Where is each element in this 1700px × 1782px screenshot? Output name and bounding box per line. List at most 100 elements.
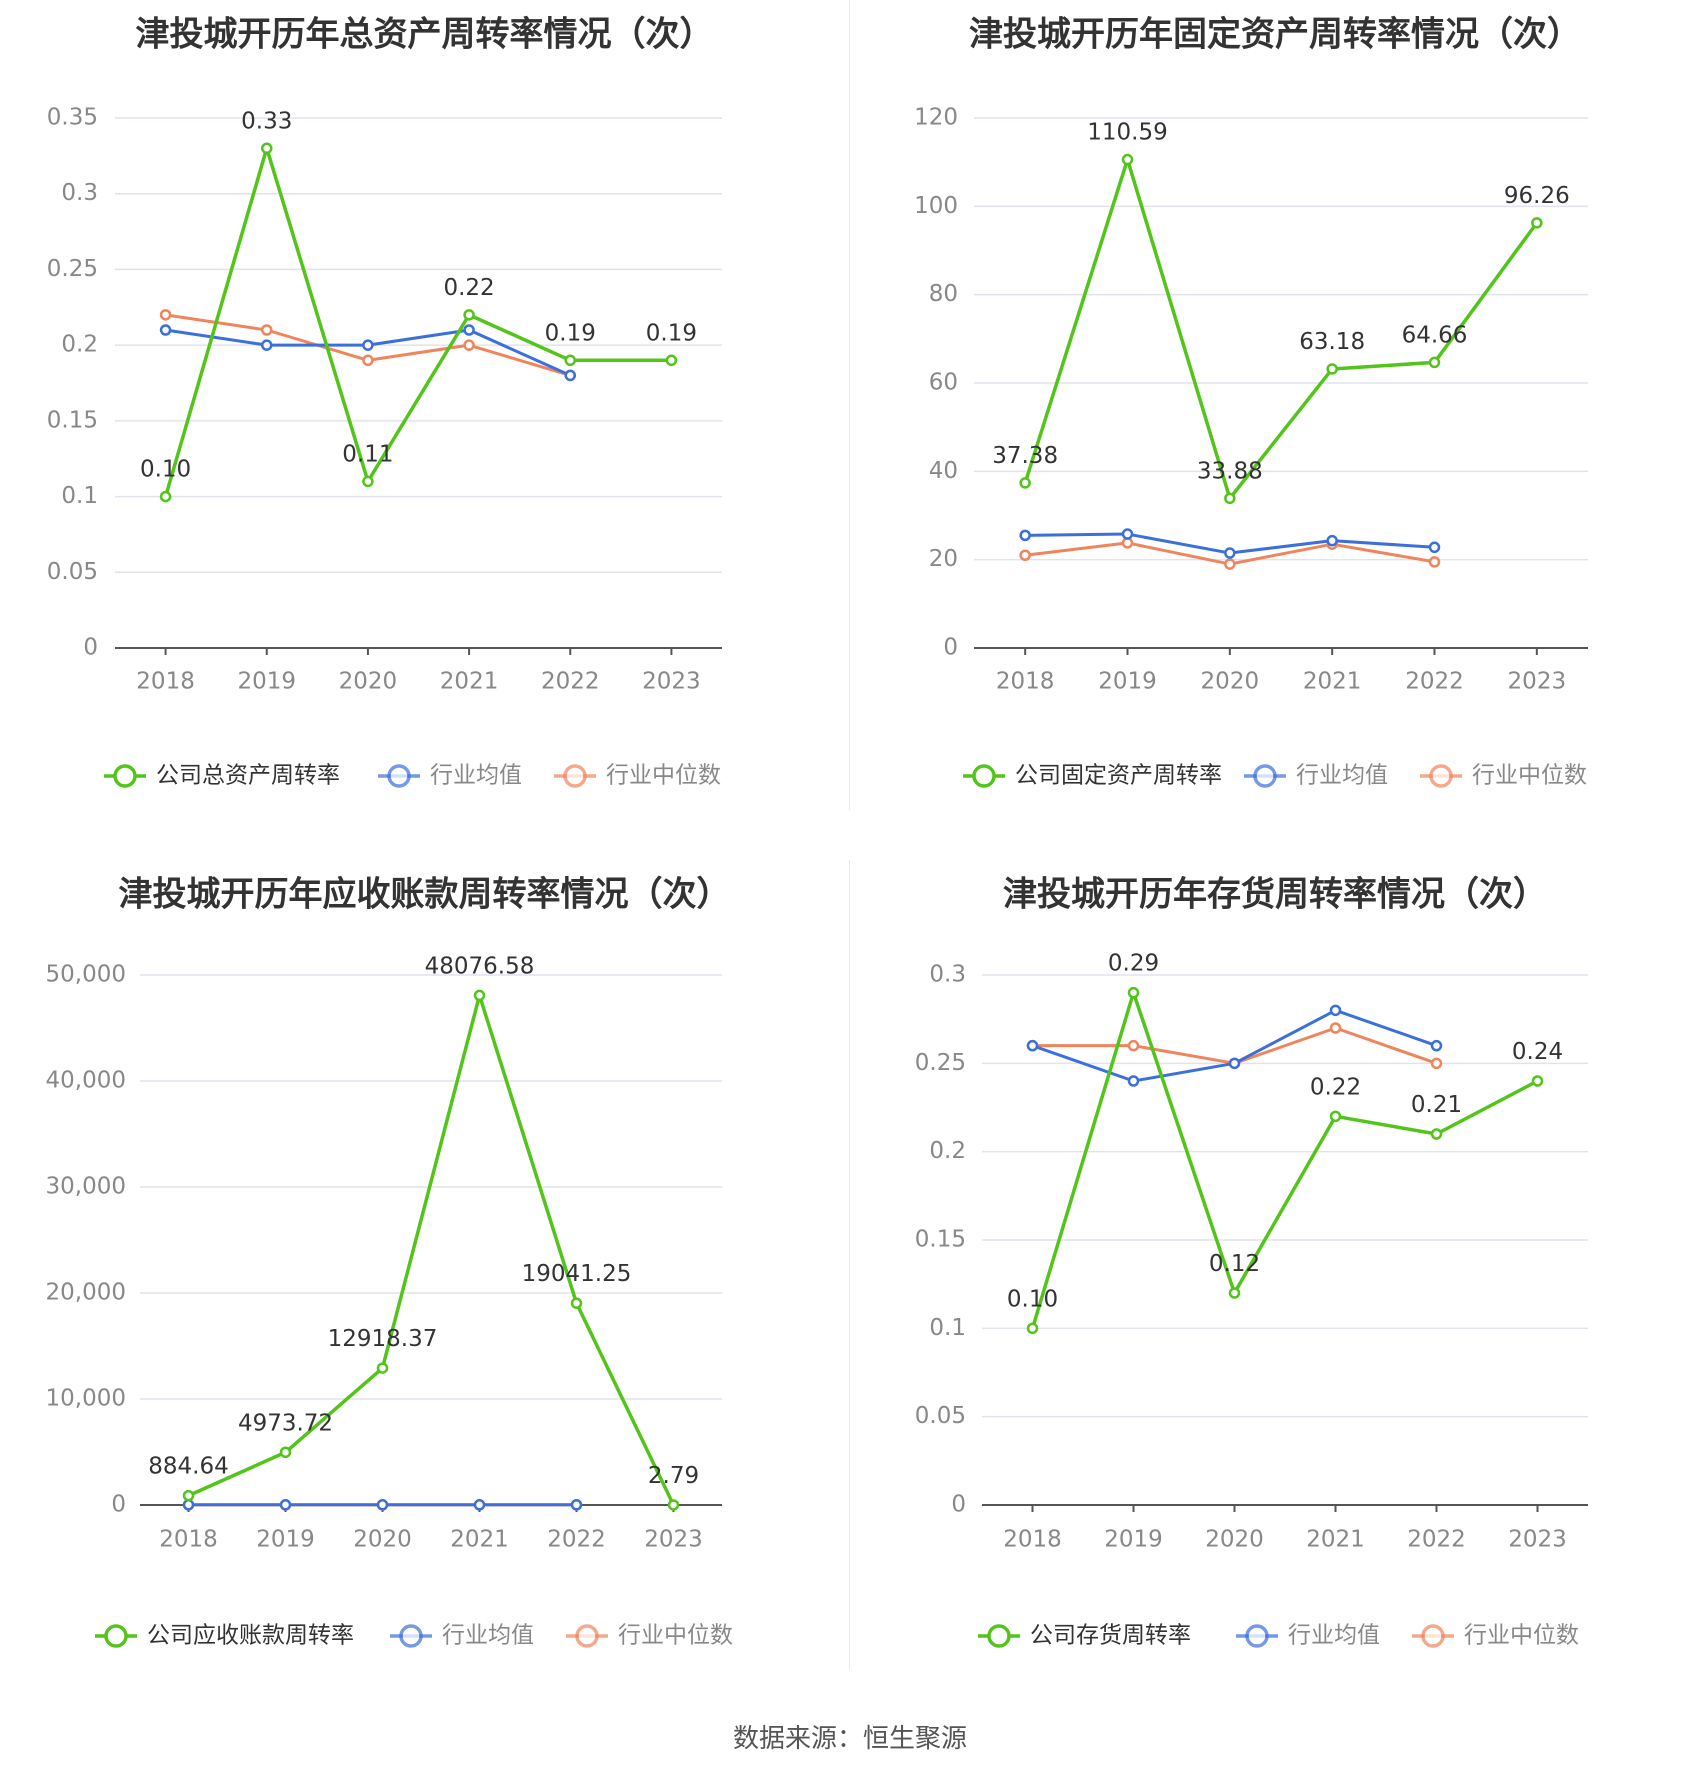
series-line <box>163 146 672 498</box>
data-point <box>279 1499 292 1511</box>
y-tick-label: 0.3 <box>929 962 966 988</box>
x-tick-label: 2019 <box>1104 1527 1163 1553</box>
data-point <box>473 1499 486 1511</box>
data-point <box>463 324 475 336</box>
legend-swatch-marker <box>972 764 996 788</box>
chart-title: 津投城开历年存货周转率情况（次） <box>1003 875 1547 915</box>
data-label: 0.21 <box>1411 1092 1462 1118</box>
legend-swatch-marker <box>1253 764 1277 788</box>
legend-label: 行业中位数 <box>606 763 721 789</box>
data-label: 63.18 <box>1299 329 1365 355</box>
y-tick-label: 0.15 <box>47 407 98 433</box>
data-point <box>279 1446 292 1459</box>
y-tick-label: 0.05 <box>915 1403 966 1429</box>
x-tick-label: 2019 <box>237 669 296 695</box>
data-point <box>182 1499 195 1511</box>
legend-swatch-marker <box>399 1624 423 1648</box>
y-tick-label: 0.25 <box>915 1050 966 1076</box>
x-tick-label: 2023 <box>642 669 701 695</box>
legend-item: 公司应收账款周转率 <box>95 1623 354 1649</box>
data-label: 33.88 <box>1197 458 1263 484</box>
x-tick-label: 2020 <box>1201 669 1260 695</box>
data-label: 64.66 <box>1402 322 1468 348</box>
x-tick-label: 2021 <box>1306 1527 1365 1553</box>
data-point <box>1329 1022 1342 1034</box>
x-tick-label: 2022 <box>541 669 600 695</box>
y-tick-label: 10,000 <box>46 1386 126 1412</box>
data-source: 数据来源：恒生聚源 <box>732 1724 967 1754</box>
data-point <box>362 475 374 488</box>
data-point <box>1430 1039 1443 1052</box>
data-point <box>1329 1004 1342 1017</box>
x-tick-label: 2022 <box>1405 669 1464 695</box>
legend-swatch-marker <box>104 1624 128 1648</box>
data-point <box>1326 363 1338 375</box>
data-point <box>1430 1128 1443 1140</box>
data-point <box>376 1362 389 1374</box>
data-point <box>1019 477 1031 489</box>
y-tick-label: 0.1 <box>929 1315 966 1341</box>
legend-label: 行业均值 <box>1288 1623 1380 1649</box>
chart-svg: 津投城开历年总资产周转率情况（次） 0 0.05 0.1 0.15 0.2 0.25 0.3 0… <box>47 15 722 789</box>
legend-swatch-marker <box>1245 1624 1269 1648</box>
series-line <box>165 328 571 377</box>
x-tick-label: 2020 <box>1205 1527 1264 1553</box>
data-point <box>1127 1039 1140 1052</box>
series-line <box>187 993 676 1506</box>
data-point <box>1428 556 1441 568</box>
data-point <box>261 142 273 155</box>
y-tick-label: 0.2 <box>929 1138 966 1164</box>
data-label: 48076.58 <box>425 953 535 979</box>
chart-panel-fixed-asset-turnover: 津投城开历年固定资产周转率情况（次） 0 20 40 60 80 100 120 2018 201… <box>850 0 1700 840</box>
legend-item: 行业均值 <box>1244 763 1388 789</box>
y-tick-label: 0 <box>951 1492 966 1518</box>
data-point <box>376 1499 389 1511</box>
legend-swatch-marker <box>1429 764 1453 788</box>
legend-label: 行业中位数 <box>1464 1623 1579 1649</box>
y-tick-label: 100 <box>914 193 958 219</box>
data-point <box>1329 1110 1342 1123</box>
legend-swatch-marker <box>575 1624 599 1648</box>
panel-divider-bottom <box>849 860 850 1670</box>
x-tick-label: 2018 <box>159 1527 218 1553</box>
data-point <box>1224 492 1236 505</box>
chart-title: 津投城开历年固定资产周转率情况（次） <box>969 15 1581 55</box>
y-tick-label: 40,000 <box>46 1068 126 1094</box>
data-label: 0.24 <box>1512 1039 1563 1065</box>
data-label: 37.38 <box>992 443 1058 469</box>
data-label: 96.26 <box>1504 183 1570 209</box>
y-tick-label: 120 <box>914 105 958 131</box>
data-point <box>1026 1322 1039 1335</box>
x-tick-label: 2018 <box>1003 1527 1062 1553</box>
chart-panel-inventory-turnover: 津投城开历年存货周转率情况（次） 0 0.05 0.1 0.15 0.2 0.25 0.3 20… <box>850 860 1700 1700</box>
legend-item: 行业中位数 <box>1420 763 1587 789</box>
data-label: 12918.37 <box>328 1326 438 1352</box>
series-line <box>1023 157 1539 501</box>
data-point <box>463 339 475 351</box>
y-tick-label: 0 <box>111 1492 126 1518</box>
y-tick-label: 80 <box>929 281 958 307</box>
data-point <box>261 339 273 351</box>
data-label: 0.19 <box>545 320 596 346</box>
panel-divider-top <box>849 0 850 810</box>
legend-item: 行业均值 <box>1236 1623 1380 1649</box>
x-tick-label: 2023 <box>1508 669 1567 695</box>
data-point <box>463 309 475 321</box>
data-point <box>362 354 374 367</box>
data-point <box>1428 541 1441 554</box>
data-point <box>1531 217 1543 229</box>
data-point <box>362 339 374 351</box>
data-point <box>1026 1039 1039 1052</box>
data-label: 0.22 <box>1310 1074 1361 1100</box>
data-label: 0.10 <box>140 457 191 483</box>
y-tick-label: 30,000 <box>46 1174 126 1200</box>
legend-item: 公司存货周转率 <box>978 1623 1191 1649</box>
series-line <box>1030 990 1539 1329</box>
legend-swatch-marker <box>987 1624 1011 1648</box>
y-tick-label: 0 <box>943 635 958 661</box>
data-label: 19041.25 <box>522 1261 632 1287</box>
data-point <box>1224 547 1236 559</box>
data-point <box>1326 534 1338 547</box>
chart-title: 津投城开历年应收账款周转率情况（次） <box>119 875 731 915</box>
chart-svg: 津投城开历年应收账款周转率情况（次） 0 10,000 20,000 30,000 40,… <box>46 875 733 1649</box>
